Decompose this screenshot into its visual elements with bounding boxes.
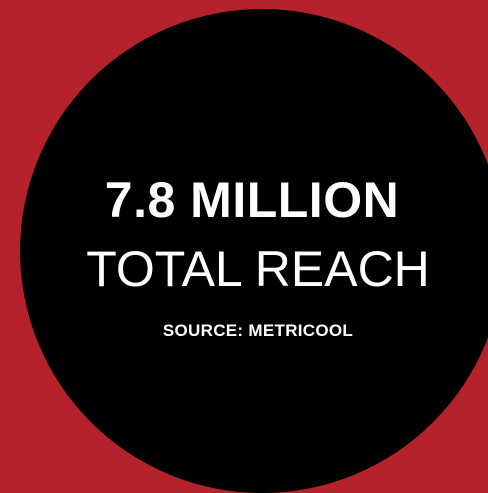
source-label: SOURCE: METRICOOL xyxy=(0,320,488,342)
stat-headline: 7.8 MILLION xyxy=(0,170,488,230)
stat-subline: TOTAL REACH xyxy=(0,238,488,300)
